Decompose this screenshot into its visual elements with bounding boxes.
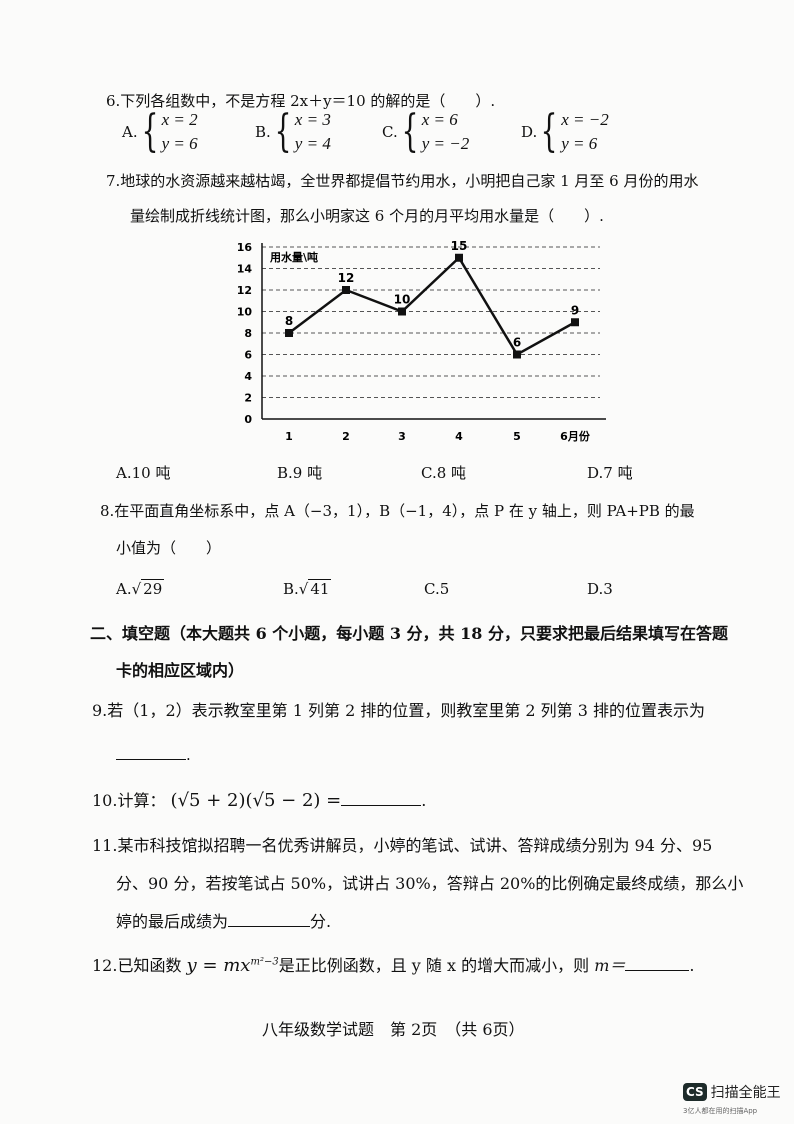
q6-option-c: C.{x = 6 y = −2	[382, 108, 469, 156]
x-tick-label: 5	[513, 430, 521, 443]
x-tick-label: 2	[342, 430, 350, 443]
y-tick-label: 14	[237, 263, 253, 276]
data-label: 8	[285, 314, 293, 328]
eq-x: x = 6	[421, 110, 458, 129]
y-tick-label: 4	[244, 370, 252, 383]
data-label: 6	[513, 336, 521, 350]
y-tick-label: 12	[237, 284, 252, 297]
data-point	[285, 329, 293, 337]
brace: {	[274, 106, 292, 157]
q11-line-1: 11.某市科技馆拟招聘一名优秀讲解员，小婷的笔试、试讲、答辩成绩分别为 94 分…	[92, 836, 713, 855]
x-tick-label: 6月份	[560, 429, 591, 443]
option-label: C.	[382, 123, 398, 141]
cs-logo-icon: CS	[683, 1083, 707, 1101]
data-label: 9	[571, 303, 579, 317]
q6-option-d: D.{x = −2 y = 6	[521, 108, 609, 156]
page-footer: 八年级数学试题 第 2页 （共 6页）	[262, 1020, 525, 1039]
data-label: 10	[394, 293, 411, 307]
q7-option-b: B.9 吨	[277, 464, 323, 482]
x-tick-label: 1	[285, 430, 293, 443]
q9-answer-line: .	[116, 745, 191, 764]
q8-option-d: D.3	[587, 580, 613, 598]
data-point	[571, 318, 579, 327]
section-2-heading: 二、填空题（本大题共 6 个小题，每小题 3 分，共 18 分，只要求把最后结果…	[90, 624, 728, 643]
q6-option-b: B.{x = 3 y = 4	[255, 108, 331, 156]
series-line	[288, 255, 576, 357]
eq-y: y = −2	[421, 134, 470, 153]
data-label: 12	[338, 271, 355, 285]
eq-y: y = 6	[561, 134, 598, 153]
y-tick-label: 2	[244, 392, 252, 405]
brace: {	[141, 106, 159, 157]
brace: {	[401, 106, 419, 157]
q6-option-a: A.{x = 2 y = 6	[122, 108, 198, 156]
y-tick-label: 16	[237, 241, 253, 254]
y-tick-label: 6	[244, 349, 252, 362]
option-label: A.	[122, 123, 138, 141]
option-label: B.	[255, 123, 271, 141]
x-tick-label: 3	[398, 430, 406, 443]
data-point	[455, 253, 463, 262]
q8-stem-1: 8.在平面直角坐标系中，点 A（−3，1），B（−1，4），点 P 在 y 轴上…	[100, 502, 695, 520]
x-tick-label: 4	[455, 430, 463, 443]
q12: 12.已知函数 y = mxm²−3是正比例函数，且 y 随 x 的增大而减小，…	[92, 955, 695, 976]
q7-option-a: A.10 吨	[116, 464, 171, 482]
q8-option-a: A.√ 29	[116, 579, 165, 598]
q11-line-3: 婷的最后成绩为 分.	[116, 912, 332, 931]
camscanner-watermark: CS 扫描全能王 3亿人都在用的扫描App	[683, 1083, 781, 1115]
data-point	[398, 307, 406, 316]
section-2-heading-cont: 卡的相应区域内）	[116, 661, 245, 680]
eq-x: x = −2	[561, 110, 609, 129]
q8-option-b: B.√ 41	[283, 579, 332, 598]
q11-line-2: 分、90 分，若按笔试占 50%，试讲占 30%，答辩占 20%的比例确定最终成…	[116, 874, 744, 893]
data-point	[513, 350, 521, 359]
eq-x: x = 2	[161, 110, 198, 129]
eq-y: y = 6	[161, 134, 198, 153]
q7-stem-1: 7.地球的水资源越来越枯竭，全世界都提倡节约用水，小明把自己家 1 月至 6 月…	[106, 172, 699, 190]
q6-stem: 6.下列各组数中，不是方程 2x＋y＝10 的解的是（ ）.	[106, 92, 496, 110]
eq-y: y = 4	[294, 134, 331, 153]
y-tick-label: 0	[244, 413, 252, 426]
q7-stem-2: 量绘制成折线统计图，那么小明家这 6 个月的月平均用水量是（ ）.	[130, 207, 604, 225]
q7-option-d: D.7 吨	[587, 464, 633, 482]
y-tick-label: 8	[244, 327, 252, 340]
y-axis-label: 用水量\吨	[270, 250, 318, 264]
q7-option-c: C.8 吨	[421, 464, 467, 482]
q8-option-c: C.5	[424, 580, 450, 598]
option-label: D.	[521, 123, 538, 141]
brace: {	[540, 106, 558, 157]
q8-stem-2: 小值为（ ）	[116, 539, 222, 557]
q9-stem: 9.若（1，2）表示教室里第 1 列第 2 排的位置，则教室里第 2 列第 3 …	[92, 701, 706, 720]
data-label: 15	[451, 239, 468, 253]
data-point	[342, 286, 350, 294]
q10: 10.计算： (√5 + 2)(√5 − 2) =.	[92, 790, 427, 811]
y-tick-label: 10	[237, 306, 253, 319]
eq-x: x = 3	[294, 110, 331, 129]
